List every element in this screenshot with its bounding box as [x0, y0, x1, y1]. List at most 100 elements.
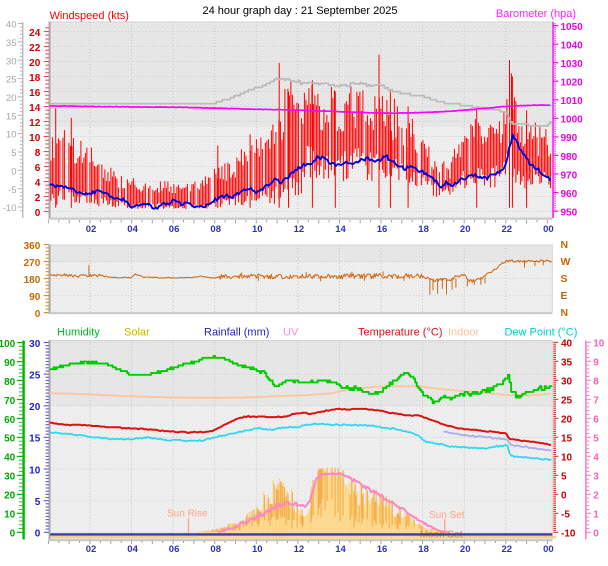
svg-text:-5: -5 [561, 510, 570, 521]
svg-text:N: N [561, 307, 569, 319]
svg-text:14: 14 [29, 103, 41, 114]
svg-text:Temperature (°C): Temperature (°C) [358, 327, 442, 339]
svg-text:22: 22 [29, 43, 41, 54]
svg-text:2: 2 [593, 491, 599, 502]
svg-text:30: 30 [561, 377, 573, 388]
svg-text:02: 02 [86, 224, 97, 235]
svg-text:0: 0 [593, 529, 599, 540]
svg-text:15: 15 [561, 434, 573, 445]
svg-text:02: 02 [86, 544, 97, 555]
svg-text:1030: 1030 [561, 59, 584, 70]
svg-text:06: 06 [169, 224, 180, 235]
svg-text:4: 4 [593, 453, 599, 464]
svg-text:10: 10 [252, 224, 263, 235]
svg-text:Solar: Solar [124, 327, 150, 339]
svg-text:-10: -10 [3, 203, 17, 214]
svg-text:100: 100 [0, 339, 16, 350]
svg-text:9: 9 [593, 358, 599, 369]
svg-text:20: 20 [29, 402, 41, 413]
svg-text:40: 40 [561, 339, 573, 350]
svg-text:08: 08 [210, 544, 221, 555]
svg-text:10: 10 [4, 510, 16, 521]
svg-text:20: 20 [4, 491, 16, 502]
svg-text:60: 60 [4, 415, 16, 426]
svg-text:6: 6 [35, 163, 41, 174]
svg-text:20: 20 [460, 544, 471, 555]
svg-text:Humidity: Humidity [57, 327, 100, 339]
svg-text:30: 30 [29, 339, 41, 350]
svg-text:10: 10 [29, 133, 41, 144]
svg-text:980: 980 [561, 152, 578, 163]
svg-text:50: 50 [4, 434, 16, 445]
svg-text:90: 90 [29, 292, 41, 303]
svg-text:970: 970 [561, 170, 578, 181]
svg-text:UV: UV [283, 327, 299, 339]
svg-text:-10: -10 [561, 529, 576, 540]
svg-text:Barometer (hpa): Barometer (hpa) [496, 8, 576, 20]
svg-text:950: 950 [561, 207, 578, 218]
svg-text:18: 18 [418, 544, 429, 555]
svg-text:16: 16 [29, 88, 41, 99]
svg-text:00: 00 [543, 544, 554, 555]
svg-text:25: 25 [561, 396, 573, 407]
svg-text:30: 30 [4, 472, 16, 483]
svg-text:12: 12 [29, 118, 41, 129]
svg-text:1050: 1050 [561, 22, 584, 33]
svg-text:1040: 1040 [561, 41, 584, 52]
svg-text:14: 14 [335, 224, 346, 235]
svg-text:Windspeed (kts): Windspeed (kts) [50, 10, 129, 22]
svg-text:10: 10 [252, 544, 263, 555]
svg-text:7: 7 [593, 396, 599, 407]
svg-text:-5: -5 [8, 185, 16, 196]
svg-text:Indoor: Indoor [448, 327, 480, 339]
svg-text:990: 990 [561, 133, 578, 144]
svg-text:1: 1 [593, 510, 599, 521]
svg-text:1000: 1000 [561, 115, 584, 126]
svg-text:06: 06 [169, 544, 180, 555]
svg-text:24: 24 [29, 28, 41, 39]
svg-text:24 hour graph day : 21 Septemb: 24 hour graph day : 21 September 2025 [202, 5, 397, 17]
svg-text:0: 0 [10, 529, 16, 540]
svg-text:04: 04 [127, 224, 138, 235]
svg-text:5: 5 [593, 434, 599, 445]
svg-text:N: N [561, 239, 569, 251]
svg-text:40: 40 [6, 20, 17, 31]
svg-text:270: 270 [24, 258, 41, 269]
svg-text:Dew Point (°C): Dew Point (°C) [505, 327, 578, 339]
svg-text:8: 8 [35, 148, 41, 159]
svg-text:12: 12 [294, 544, 305, 555]
svg-text:25: 25 [29, 370, 41, 381]
svg-text:04: 04 [127, 544, 138, 555]
svg-text:20: 20 [6, 93, 17, 104]
svg-text:22: 22 [502, 224, 513, 235]
svg-text:20: 20 [460, 224, 471, 235]
svg-text:1020: 1020 [561, 78, 584, 89]
svg-text:0: 0 [35, 529, 41, 540]
svg-text:18: 18 [29, 73, 41, 84]
svg-text:10: 10 [6, 130, 17, 141]
svg-text:22: 22 [502, 544, 513, 555]
svg-text:960: 960 [561, 189, 578, 200]
svg-text:80: 80 [4, 377, 16, 388]
svg-text:4: 4 [35, 178, 41, 189]
svg-text:00: 00 [543, 224, 554, 235]
svg-text:35: 35 [561, 358, 573, 369]
svg-text:0: 0 [11, 166, 16, 177]
svg-text:70: 70 [4, 396, 16, 407]
svg-text:15: 15 [29, 434, 41, 445]
svg-text:2: 2 [35, 193, 41, 204]
svg-text:10: 10 [29, 465, 41, 476]
svg-text:0: 0 [35, 309, 41, 320]
svg-text:S: S [561, 273, 568, 285]
svg-text:E: E [561, 290, 568, 302]
svg-text:90: 90 [4, 358, 16, 369]
svg-text:8: 8 [593, 377, 599, 388]
svg-text:16: 16 [377, 224, 388, 235]
svg-text:10: 10 [561, 453, 573, 464]
svg-text:6: 6 [593, 415, 599, 426]
svg-text:20: 20 [29, 58, 41, 69]
svg-text:W: W [561, 256, 571, 268]
svg-text:25: 25 [6, 75, 17, 86]
svg-text:08: 08 [210, 224, 221, 235]
svg-text:0: 0 [35, 208, 41, 219]
